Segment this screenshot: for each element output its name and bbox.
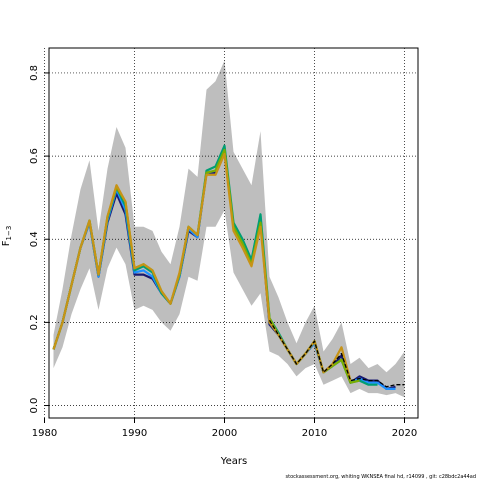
series-line-5 [52, 152, 352, 381]
y-axis: 0.0 0.2 0.4 0.6 0.8 [29, 65, 49, 413]
x-axis-title: Years [220, 456, 247, 467]
x-tick-label: 1990 [122, 428, 147, 439]
x-tick-label: 2020 [392, 428, 417, 439]
footer-credit: stockassessment.org, whiting WKNSEA fina… [286, 474, 476, 480]
y-axis-title-subscript: 1−3 [5, 226, 13, 241]
svg-text:F1−3: F1−3 [1, 226, 13, 247]
y-axis-title: F1−3 [1, 226, 13, 247]
x-tick-label: 2000 [212, 428, 237, 439]
x-axis: 1980 1990 2000 2010 2020 [32, 418, 417, 439]
y-tick-label: 0.4 [29, 231, 40, 247]
x-tick-label: 1980 [32, 428, 57, 439]
series-lines [52, 144, 405, 390]
y-axis-title-main: F [1, 240, 12, 246]
band-area [53, 60, 405, 398]
y-tick-label: 0.2 [29, 314, 40, 330]
plot-frame [48, 47, 419, 419]
y-tick-label: 0.8 [29, 65, 40, 81]
y-tick-label: 0.6 [29, 148, 40, 164]
y-tick-label: 0.0 [29, 398, 40, 414]
series-line-6 [268, 319, 405, 388]
x-tick-label: 2010 [302, 428, 327, 439]
confidence-band [53, 60, 405, 398]
